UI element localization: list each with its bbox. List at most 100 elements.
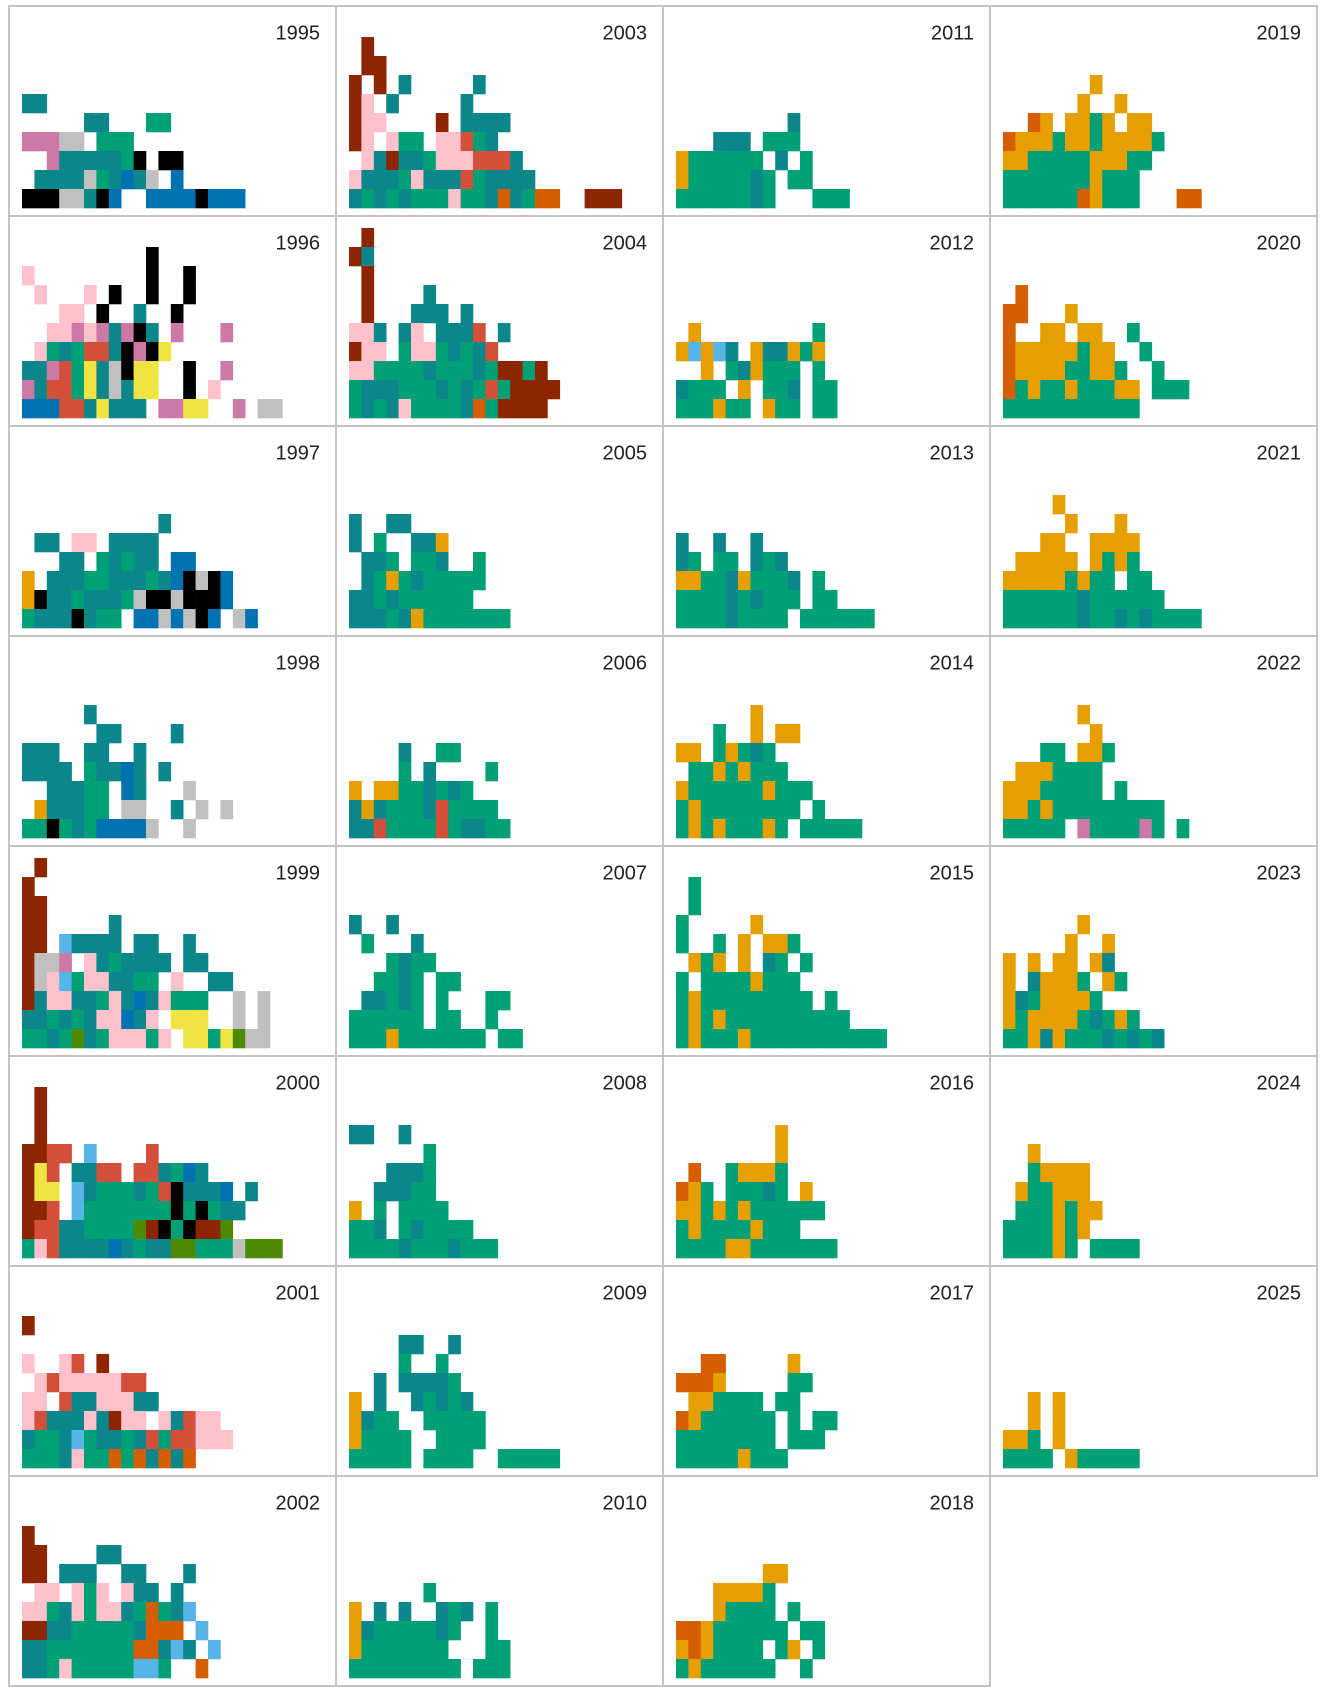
cell — [713, 953, 726, 973]
cell — [1077, 915, 1091, 935]
cell — [688, 1163, 702, 1183]
cell — [373, 1430, 387, 1450]
cell — [349, 94, 362, 114]
cell — [676, 342, 689, 362]
cell — [812, 399, 826, 419]
cell — [713, 533, 726, 553]
cell — [725, 1239, 739, 1259]
cell — [386, 380, 399, 400]
cell — [46, 762, 60, 782]
cell — [1102, 170, 1115, 190]
cell — [460, 342, 474, 362]
cell — [208, 1239, 221, 1259]
cell — [1015, 151, 1029, 171]
cell — [34, 399, 48, 419]
cell — [121, 1602, 134, 1622]
cell — [46, 1659, 60, 1679]
cell — [411, 800, 424, 820]
cell — [386, 1430, 399, 1450]
cell — [787, 1411, 801, 1431]
cell — [257, 1029, 271, 1049]
cell — [1015, 609, 1029, 629]
cell — [448, 189, 461, 209]
cell — [96, 590, 110, 610]
cell — [1102, 399, 1115, 419]
cell — [510, 151, 523, 171]
cell — [849, 1029, 863, 1049]
cell — [108, 1201, 122, 1221]
cell — [862, 1029, 875, 1049]
cell — [423, 819, 437, 839]
cell — [34, 1564, 48, 1584]
cell — [183, 361, 196, 381]
cell — [700, 151, 714, 171]
cell — [22, 609, 35, 629]
cell — [824, 819, 838, 839]
cell — [1040, 571, 1053, 591]
cell — [750, 991, 764, 1011]
cell — [1040, 380, 1053, 400]
cell — [411, 1201, 424, 1221]
cell — [59, 1564, 72, 1584]
cell — [183, 1564, 196, 1584]
panel-year: 1999 — [276, 862, 321, 884]
cell — [183, 552, 196, 572]
cell — [812, 590, 826, 610]
cell — [535, 189, 548, 209]
cell — [435, 1602, 449, 1622]
cell — [448, 399, 461, 419]
cell — [725, 781, 739, 801]
cell — [460, 1029, 474, 1049]
cell — [700, 1029, 714, 1049]
cell — [713, 552, 726, 572]
cell — [349, 323, 362, 343]
cell — [195, 1621, 209, 1641]
cell — [373, 1182, 387, 1202]
cell — [435, 342, 449, 362]
cell — [108, 1220, 122, 1240]
cell — [497, 170, 511, 190]
cell — [762, 800, 776, 820]
cell — [121, 781, 134, 801]
cell — [676, 571, 689, 591]
cell — [1102, 819, 1115, 839]
cell — [361, 361, 375, 381]
cell — [46, 380, 60, 400]
panel-year: 2017 — [930, 1282, 975, 1304]
cell — [762, 609, 776, 629]
cell — [435, 800, 449, 820]
cell — [22, 189, 35, 209]
cell — [688, 1411, 702, 1431]
panel-year: 2015 — [930, 862, 975, 884]
cell — [411, 972, 424, 992]
cell — [1040, 151, 1053, 171]
cell — [1189, 189, 1202, 209]
cell — [460, 1430, 474, 1450]
cell — [108, 609, 122, 629]
cell — [787, 1029, 801, 1049]
cell — [386, 399, 399, 419]
cell — [448, 380, 461, 400]
cell — [133, 1029, 147, 1049]
cell — [361, 380, 375, 400]
cell — [71, 1564, 85, 1584]
cell — [133, 1373, 147, 1393]
cell — [1015, 800, 1029, 820]
cell — [460, 1602, 474, 1622]
cell — [1089, 781, 1103, 801]
cell — [1176, 819, 1190, 839]
cell — [398, 743, 412, 763]
cell — [738, 571, 751, 591]
cell — [750, 705, 764, 725]
cell — [485, 991, 499, 1011]
cell — [738, 1430, 751, 1450]
cell — [1040, 1010, 1053, 1030]
cell — [775, 609, 788, 629]
cell — [1102, 953, 1115, 973]
cell — [510, 380, 523, 400]
cell — [349, 1125, 362, 1145]
cell — [775, 151, 788, 171]
cell — [775, 1239, 788, 1259]
cell — [170, 304, 184, 324]
cell — [361, 399, 375, 419]
